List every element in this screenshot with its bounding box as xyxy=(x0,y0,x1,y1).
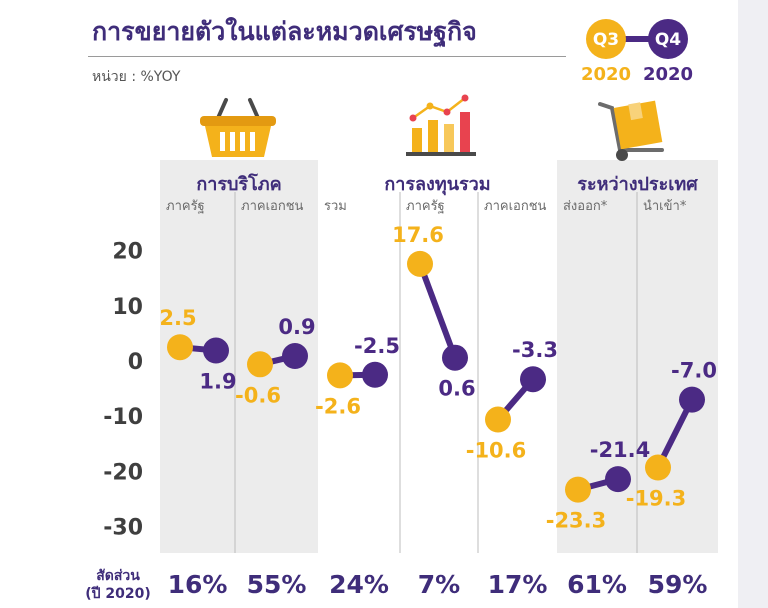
data-series: 2.5 1.9-0.6 0.9 -2.6 -2.5 17.6 0.6 -10.6 -3.3 -23… xyxy=(159,223,717,533)
q3-value-label-6: -19.3 xyxy=(626,487,687,511)
category-label-0: ภาครัฐ xyxy=(166,199,205,214)
shopping-basket-icon xyxy=(200,98,276,157)
share-row: สัดส่วน (ปี 2020) 16% 55% 24% 7% 17% 61% 59% xyxy=(85,568,707,602)
y-tick-label: -30 xyxy=(103,516,143,541)
share-value-4: 17% xyxy=(488,570,548,599)
q3-point-5 xyxy=(565,476,591,503)
q3-point-0 xyxy=(167,334,193,361)
q3-value-label-2: -2.6 xyxy=(315,394,361,418)
legend: Q3 Q4 2020 2020 xyxy=(581,19,693,85)
page-title: การขยายตัวในแต่ละหมวดเศรษฐกิจ xyxy=(92,17,477,46)
y-tick-label: -20 xyxy=(103,460,143,485)
q3-point-1 xyxy=(247,351,273,378)
y-tick-label: 20 xyxy=(112,240,143,265)
share-value-2: 24% xyxy=(329,570,389,599)
q3-value-label-0: 2.5 xyxy=(159,306,196,330)
q4-point-3 xyxy=(442,344,468,371)
legend-q4-marker xyxy=(648,19,688,59)
q3-point-6 xyxy=(645,454,671,481)
group-header-2: ระหว่างประเทศ xyxy=(577,174,698,195)
category-label-2: รวม xyxy=(324,199,347,214)
q3-value-label-1: -0.6 xyxy=(235,383,281,407)
q3-value-label-3: 17.6 xyxy=(392,223,444,247)
economic-growth-chart: Q3 Q4 2020 2020 การบริโภค การลงทุนรวม ระหว… xyxy=(85,19,718,602)
legend-q4-year: 2020 xyxy=(643,64,693,85)
share-value-5: 61% xyxy=(567,570,627,599)
q4-point-0 xyxy=(203,337,229,364)
category-labels: ภาครัฐ ภาคเอกชน รวม ภาครัฐ ภาคเอกชน ส่งออก* นำ… xyxy=(166,199,687,214)
share-value-3: 7% xyxy=(418,570,460,599)
share-value-1: 55% xyxy=(247,570,307,599)
legend-q3-year: 2020 xyxy=(581,64,631,85)
group-header-1: การลงทุนรวม xyxy=(384,174,490,196)
q4-value-label-3: 0.6 xyxy=(438,377,475,401)
unit-label: หน่วย : %YOY xyxy=(92,69,181,85)
q4-point-2 xyxy=(362,361,388,388)
q4-value-label-4: -3.3 xyxy=(512,338,558,362)
y-tick-label: -10 xyxy=(103,405,143,430)
q4-point-1 xyxy=(282,343,308,370)
y-tick-label: 0 xyxy=(128,350,143,375)
q3-value-label-4: -10.6 xyxy=(466,439,527,463)
right-edge-strip xyxy=(738,0,768,608)
connector-line-3 xyxy=(417,262,458,359)
y-axis: 20 10 0 -10 -20 -30 xyxy=(103,240,143,541)
share-value-6: 59% xyxy=(648,570,708,599)
q4-point-4 xyxy=(520,366,546,393)
category-label-6: นำเข้า* xyxy=(643,199,687,214)
title-divider xyxy=(88,56,566,57)
share-value-0: 16% xyxy=(168,570,228,599)
q4-value-label-6: -7.0 xyxy=(671,359,717,383)
category-label-1: ภาคเอกชน xyxy=(241,199,304,214)
q3-point-4 xyxy=(485,406,511,433)
q4-value-label-5: -21.4 xyxy=(590,438,651,462)
q3-point-2 xyxy=(327,362,353,389)
category-label-3: ภาครัฐ xyxy=(406,199,445,214)
q4-value-label-2: -2.5 xyxy=(354,334,400,358)
q4-value-label-1: 0.9 xyxy=(278,315,315,339)
legend-q3-marker xyxy=(586,19,626,59)
legend-q3-quarter: Q3 xyxy=(593,30,619,50)
category-label-4: ภาคเอกชน xyxy=(484,199,547,214)
hand-truck-boxes-icon xyxy=(598,100,664,161)
share-label-line2: (ปี 2020) xyxy=(85,586,151,602)
q3-point-3 xyxy=(407,250,433,277)
group-header-0: การบริโภค xyxy=(196,173,281,195)
growth-chart-icon xyxy=(406,94,476,156)
share-label-line1: สัดส่วน xyxy=(96,568,140,584)
category-label-5: ส่งออก* xyxy=(563,199,608,214)
column-dividers xyxy=(234,192,638,553)
q4-point-6 xyxy=(679,386,705,413)
group-headers: การบริโภค การลงทุนรวม ระหว่างประเทศ xyxy=(196,173,698,196)
y-tick-label: 10 xyxy=(112,295,143,320)
q3-value-label-5: -23.3 xyxy=(546,509,607,533)
q4-point-5 xyxy=(605,466,631,493)
legend-q4-quarter: Q4 xyxy=(655,30,681,50)
q4-value-label-0: 1.9 xyxy=(199,370,236,394)
